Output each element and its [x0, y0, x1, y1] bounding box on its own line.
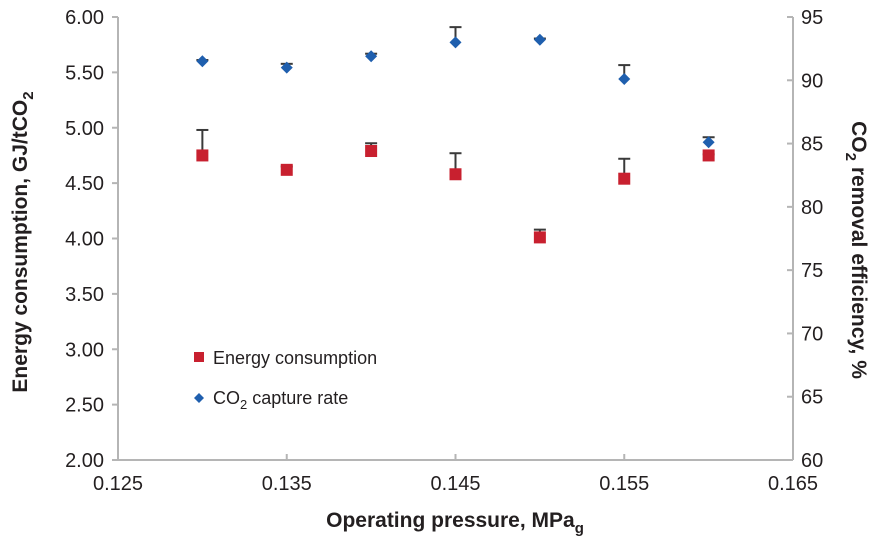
legend-item-co2: CO2 capture rate [194, 388, 348, 412]
legend-label-energy: Energy consumption [213, 348, 377, 368]
x-axis-title: Operating pressure, MPag [326, 509, 584, 537]
right-y-axis-title-rest: removal efficiency, % [847, 167, 870, 379]
data-point-diamond [196, 55, 209, 68]
left-y-tick-label: 2.50 [65, 395, 104, 417]
left-y-tick-label: 5.00 [65, 118, 104, 140]
data-point-square [365, 145, 378, 158]
right-y-tick-label: 60 [801, 450, 823, 472]
legend-label-co2-suffix: capture rate [247, 388, 348, 408]
data-point-diamond [365, 50, 378, 63]
x-tick-label: 0.135 [262, 473, 312, 495]
left-y-tick-label: 6.00 [65, 7, 104, 29]
left-y-tick-label: 4.50 [65, 173, 104, 195]
x-axis-title-text: Operating pressure, MPa [326, 509, 575, 532]
data-point-square [702, 149, 715, 162]
data-point-square [280, 163, 293, 176]
data-point-square [449, 168, 462, 181]
right-y-tick-label: 65 [801, 387, 823, 409]
data-point-square [618, 172, 631, 185]
left-y-tick-label: 2.00 [65, 450, 104, 472]
right-y-axis-title: CO2 removal efficiency, % [842, 121, 870, 379]
left-y-tick-label: 3.00 [65, 339, 104, 361]
legend-label-co2-name: CO [213, 388, 240, 408]
left-y-tick-label: 3.50 [65, 284, 104, 306]
right-y-tick-label: 80 [801, 197, 823, 219]
right-y-tick-label: 70 [801, 323, 823, 345]
left-y-axis-title: Energy consumption, GJ/tCO2 [9, 91, 37, 392]
right-y-axis-ticks: 95 90 85 80 75 70 65 60 [787, 7, 823, 472]
x-tick-label: 0.155 [599, 473, 649, 495]
data-point-square [533, 231, 546, 244]
x-tick-label: 0.125 [93, 473, 143, 495]
x-axis-ticks: 0.125 0.135 0.145 0.155 0.165 [93, 454, 818, 495]
right-y-tick-label: 95 [801, 7, 823, 29]
right-y-axis-title-subscript: 2 [842, 153, 859, 161]
series-energy-consumption [196, 128, 715, 244]
left-y-axis-title-text: Energy consumption, GJ/tCO [9, 100, 32, 393]
data-point-diamond [533, 33, 546, 46]
legend: Energy consumption CO2 capture rate [194, 348, 377, 412]
data-point-diamond [449, 36, 462, 49]
data-point-square [196, 149, 209, 162]
series-co2-capture-rate [196, 26, 715, 149]
left-y-tick-label: 4.00 [65, 229, 104, 251]
left-y-axis-title-subscript: 2 [20, 91, 37, 99]
legend-label-co2: CO2 capture rate [213, 388, 348, 412]
left-y-axis-ticks: 6.00 5.50 5.00 4.50 4.00 3.50 3.00 2.50 2.00 [65, 7, 118, 472]
left-y-tick-label: 5.50 [65, 62, 104, 84]
right-y-axis-title-prefix: CO [847, 121, 870, 153]
right-y-tick-label: 75 [801, 260, 823, 282]
legend-marker-square [194, 352, 204, 362]
right-y-tick-label: 90 [801, 70, 823, 92]
x-tick-label: 0.165 [768, 473, 818, 495]
legend-item-energy: Energy consumption [194, 348, 377, 368]
data-point-diamond [702, 136, 715, 149]
data-series [196, 26, 715, 244]
x-axis-title-subscript: g [575, 520, 584, 537]
data-point-diamond [618, 73, 631, 86]
legend-label-co2-subscript: 2 [240, 397, 247, 412]
data-point-diamond [280, 61, 293, 74]
x-tick-label: 0.145 [430, 473, 480, 495]
right-y-tick-label: 85 [801, 134, 823, 156]
legend-marker-diamond [194, 393, 204, 403]
